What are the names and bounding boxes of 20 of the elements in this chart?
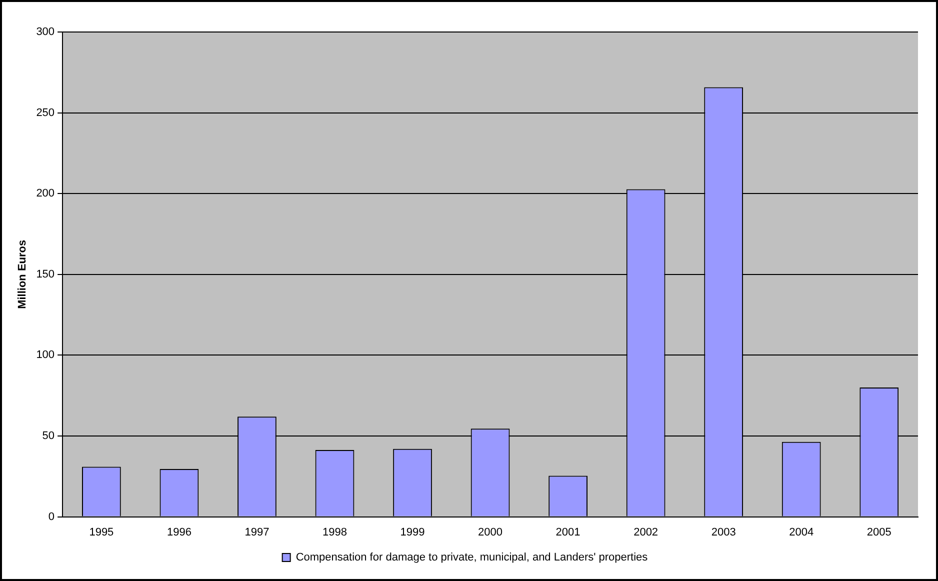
x-tick-label: 2001 bbox=[556, 526, 580, 538]
x-tick-label: 1995 bbox=[89, 526, 114, 538]
y-tick-label: 300 bbox=[36, 26, 55, 38]
x-tick-label: 2004 bbox=[789, 526, 814, 538]
x-tick-label: 1998 bbox=[322, 526, 347, 538]
x-tick-label: 2000 bbox=[478, 526, 503, 538]
y-axis-title: Million Euros bbox=[16, 240, 29, 309]
y-tick-label: 150 bbox=[36, 268, 55, 280]
x-tick-label: 2002 bbox=[634, 526, 658, 538]
y-tick-label: 50 bbox=[42, 430, 55, 442]
y-tick-label: 200 bbox=[36, 188, 55, 200]
x-tick-label: 1996 bbox=[166, 526, 192, 538]
x-tick-label: 1997 bbox=[244, 526, 270, 538]
y-tick-label: 100 bbox=[36, 349, 55, 362]
y-tick-label: 250 bbox=[36, 106, 55, 119]
x-tick-label: 2003 bbox=[711, 526, 736, 538]
legend-label: Compensation for damage to private, municipal, and Landers' properties bbox=[296, 552, 648, 564]
x-tick-label: 1999 bbox=[400, 526, 425, 538]
y-tick-label: 0 bbox=[48, 510, 55, 523]
x-tick-label: 2005 bbox=[866, 526, 892, 538]
